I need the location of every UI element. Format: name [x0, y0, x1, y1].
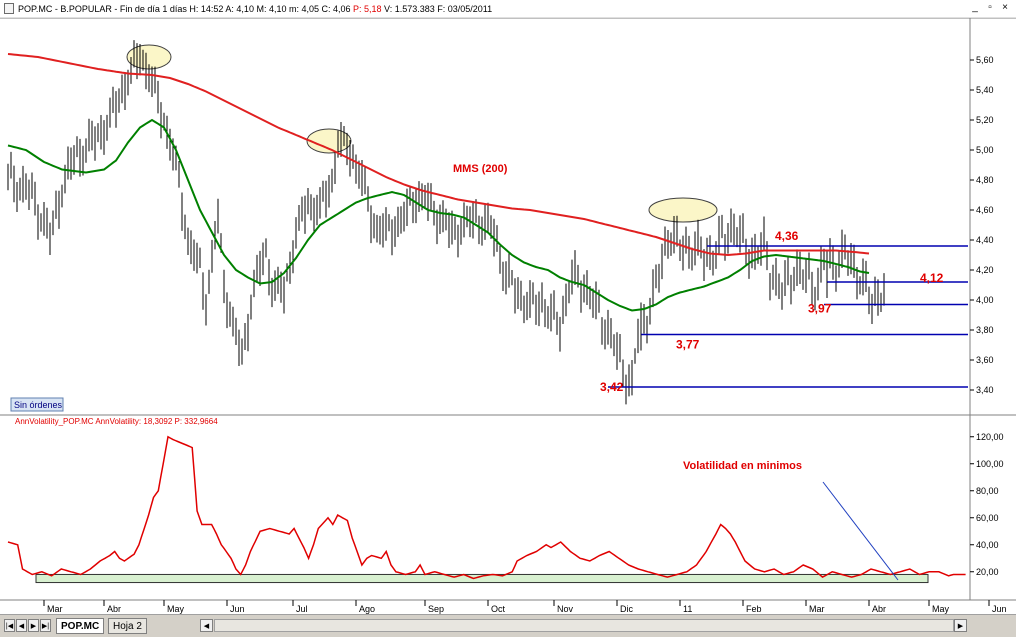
- y-tick-label: 3,60: [976, 355, 994, 365]
- ma-200-label: MMS (200): [453, 163, 508, 175]
- y-tick-label: 40,00: [976, 540, 999, 550]
- sheet-bar: |◀ ◀ ▶ ▶| POP.MC Hoja 2 ◀ ▶: [0, 614, 1016, 637]
- x-tick-label: Feb: [746, 604, 762, 614]
- x-tick-label: Dic: [620, 604, 633, 614]
- tab-pop-mc[interactable]: POP.MC: [56, 618, 105, 634]
- title-suffix: V: 1.573.383 F: 03/05/2011: [381, 4, 493, 14]
- title-prefix: POP.MC - B.POPULAR - Fin de día 1 días H…: [18, 4, 353, 14]
- minimize-button[interactable]: _: [972, 2, 978, 13]
- volatility-header: AnnVolatility_POP.MC AnnVolatility: 18,3…: [15, 417, 218, 426]
- annotation-arrow: [822, 481, 899, 581]
- chart-canvas: 5,60 5,40 5,20 5,00 4,80 4,60 4,40 4,20 4,00 3,80…: [0, 17, 1016, 614]
- highlight-ellipse: [648, 197, 718, 223]
- y-tick-label: 5,40: [976, 85, 994, 95]
- y-tick-label: 120,00: [976, 432, 1004, 442]
- status-box[interactable]: [10, 397, 64, 412]
- ma-fast-line: [7, 118, 870, 312]
- next-sheet-button[interactable]: ▶: [28, 619, 39, 632]
- y-tick-label: 3,80: [976, 325, 994, 335]
- support-label: 4,12: [920, 271, 944, 285]
- x-tick-label: Oct: [491, 604, 506, 614]
- x-tick-label: Mar: [47, 604, 63, 614]
- scroll-right-button[interactable]: ▶: [954, 619, 967, 632]
- x-tick-label: May: [932, 604, 950, 614]
- chart-title: POP.MC - B.POPULAR - Fin de día 1 días H…: [18, 4, 492, 14]
- last-sheet-button[interactable]: ▶|: [40, 619, 51, 632]
- support-label: 3,42: [600, 380, 624, 394]
- y-tick-label: 4,00: [976, 295, 994, 305]
- status-box-label: Sin órdenes: [14, 400, 63, 410]
- x-tick-label: Mar: [809, 604, 825, 614]
- restore-button[interactable]: ▫: [988, 2, 992, 13]
- y-tick-label: 3,40: [976, 385, 994, 395]
- min-volatility-band: [35, 573, 929, 584]
- x-tick-label: Jun: [992, 604, 1007, 614]
- first-sheet-button[interactable]: |◀: [4, 619, 15, 632]
- y-tick-label: 4,60: [976, 205, 994, 215]
- x-tick-label: Ago: [359, 604, 375, 614]
- x-tick-label: Sep: [428, 604, 444, 614]
- prev-sheet-button[interactable]: ◀: [16, 619, 27, 632]
- volatility-line: [7, 435, 966, 580]
- y-tick-label: 4,40: [976, 235, 994, 245]
- y-tick-label: 20,00: [976, 567, 999, 577]
- tab-hoja-2[interactable]: Hoja 2: [108, 618, 147, 634]
- x-tick-label: Nov: [557, 604, 574, 614]
- document-icon: [4, 3, 14, 14]
- y-tick-label: 5,00: [976, 145, 994, 155]
- x-tick-label: Abr: [107, 604, 121, 614]
- x-tick-label: May: [167, 604, 185, 614]
- y-tick-label: 60,00: [976, 513, 999, 523]
- y-tick-label: 4,80: [976, 175, 994, 185]
- horizontal-scrollbar[interactable]: [214, 619, 954, 632]
- ma-200-line: [7, 53, 870, 257]
- support-label: 4,36: [775, 229, 799, 243]
- y-tick-label: 4,20: [976, 265, 994, 275]
- title-pct: P: 5,18: [353, 4, 382, 14]
- scroll-left-button[interactable]: ◀: [200, 619, 213, 632]
- y-tick-label: 5,60: [976, 55, 994, 65]
- y-tick-label: 80,00: [976, 486, 999, 496]
- highlight-ellipse: [306, 128, 352, 154]
- y-tick-label: 100,00: [976, 459, 1004, 469]
- close-button[interactable]: ×: [1002, 2, 1008, 13]
- x-tick-label: Jul: [296, 604, 308, 614]
- y-tick-label: 5,20: [976, 115, 994, 125]
- support-label: 3,77: [676, 338, 700, 352]
- volatility-annotation: Volatilidad en minimos: [683, 460, 802, 472]
- support-label: 3,97: [808, 302, 832, 316]
- x-tick-label: 11: [683, 604, 692, 614]
- x-tick-label: Abr: [872, 604, 886, 614]
- x-tick-label: Jun: [230, 604, 245, 614]
